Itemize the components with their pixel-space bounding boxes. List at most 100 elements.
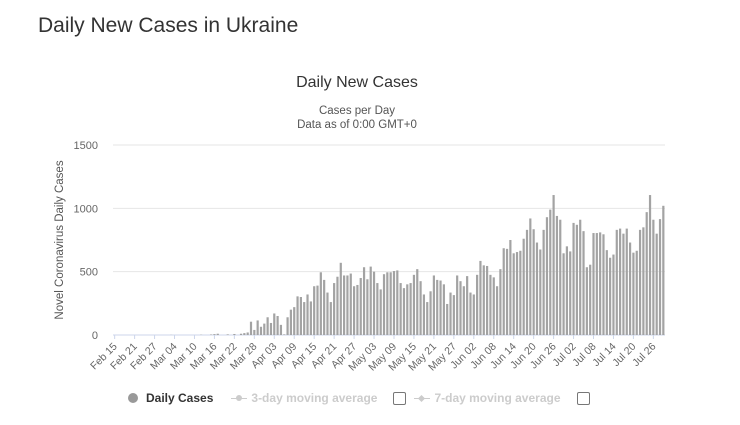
bar[interactable] bbox=[505, 248, 509, 335]
bar[interactable] bbox=[522, 238, 525, 335]
bar[interactable] bbox=[369, 266, 372, 335]
bar[interactable] bbox=[352, 286, 356, 335]
bar[interactable] bbox=[532, 229, 535, 335]
bar[interactable] bbox=[592, 233, 595, 335]
bar[interactable] bbox=[379, 289, 382, 335]
bar[interactable] bbox=[399, 283, 402, 335]
bar[interactable] bbox=[565, 246, 569, 335]
bar[interactable] bbox=[559, 219, 562, 335]
bar[interactable] bbox=[256, 320, 259, 335]
bar[interactable] bbox=[509, 240, 512, 335]
bar[interactable] bbox=[446, 303, 449, 335]
bar[interactable] bbox=[638, 229, 642, 335]
bar[interactable] bbox=[326, 292, 329, 335]
bar[interactable] bbox=[599, 232, 602, 335]
bar[interactable] bbox=[269, 322, 273, 335]
bar[interactable] bbox=[652, 219, 655, 335]
bar[interactable] bbox=[336, 276, 339, 335]
bar[interactable] bbox=[512, 253, 515, 335]
bar[interactable] bbox=[376, 283, 379, 335]
bar[interactable] bbox=[233, 333, 236, 335]
bar[interactable] bbox=[502, 248, 505, 335]
bar[interactable] bbox=[449, 292, 452, 335]
bar[interactable] bbox=[585, 267, 588, 335]
bar[interactable] bbox=[333, 283, 336, 335]
bar[interactable] bbox=[619, 228, 622, 335]
bar[interactable] bbox=[266, 317, 269, 335]
bar[interactable] bbox=[263, 323, 266, 335]
bar[interactable] bbox=[346, 275, 349, 335]
bar[interactable] bbox=[602, 234, 605, 335]
bar[interactable] bbox=[439, 280, 442, 335]
bar[interactable] bbox=[249, 321, 253, 335]
bar[interactable] bbox=[273, 313, 276, 335]
bar[interactable] bbox=[316, 285, 319, 335]
bar[interactable] bbox=[436, 279, 439, 335]
bar[interactable] bbox=[545, 217, 549, 335]
bar[interactable] bbox=[253, 329, 256, 335]
bar[interactable] bbox=[299, 297, 302, 335]
bar[interactable] bbox=[648, 195, 652, 335]
bar[interactable] bbox=[216, 333, 219, 335]
bar[interactable] bbox=[429, 291, 432, 335]
legend-item-7day-average[interactable]: 7-day moving average bbox=[414, 391, 561, 405]
bar[interactable] bbox=[366, 279, 369, 335]
bar[interactable] bbox=[549, 209, 552, 335]
legend-item-daily-cases[interactable]: Daily Cases bbox=[128, 391, 213, 405]
bar[interactable] bbox=[296, 296, 299, 335]
bar[interactable] bbox=[343, 275, 346, 335]
bar[interactable] bbox=[349, 273, 352, 335]
bar[interactable] bbox=[466, 276, 469, 335]
bar[interactable] bbox=[422, 294, 426, 335]
bar[interactable] bbox=[372, 271, 376, 335]
bar[interactable] bbox=[389, 272, 392, 335]
bar[interactable] bbox=[655, 233, 658, 335]
bar[interactable] bbox=[569, 251, 572, 335]
bar[interactable] bbox=[605, 250, 608, 335]
bar[interactable] bbox=[309, 301, 312, 335]
bar[interactable] bbox=[432, 275, 435, 335]
bar[interactable] bbox=[519, 250, 522, 335]
bar[interactable] bbox=[402, 288, 406, 335]
bar[interactable] bbox=[662, 205, 665, 335]
bar[interactable] bbox=[323, 279, 326, 335]
bar[interactable] bbox=[579, 219, 582, 335]
bar[interactable] bbox=[283, 334, 286, 335]
bar[interactable] bbox=[525, 229, 529, 335]
bar[interactable] bbox=[239, 333, 243, 335]
bar[interactable] bbox=[609, 257, 612, 335]
bar[interactable] bbox=[289, 309, 293, 335]
bar[interactable] bbox=[452, 295, 455, 335]
bar[interactable] bbox=[632, 252, 635, 335]
bar[interactable] bbox=[416, 269, 419, 335]
bar[interactable] bbox=[419, 281, 422, 335]
bar[interactable] bbox=[572, 222, 575, 335]
bar[interactable] bbox=[469, 292, 472, 335]
bar[interactable] bbox=[658, 219, 662, 335]
bar[interactable] bbox=[313, 286, 316, 335]
bar[interactable] bbox=[476, 274, 479, 335]
bar[interactable] bbox=[382, 274, 386, 335]
bar[interactable] bbox=[306, 294, 309, 335]
bar[interactable] bbox=[396, 270, 399, 335]
bar[interactable] bbox=[386, 272, 389, 335]
bar[interactable] bbox=[226, 334, 229, 335]
bar[interactable] bbox=[495, 286, 499, 335]
bar[interactable] bbox=[622, 233, 625, 335]
bar[interactable] bbox=[246, 332, 249, 335]
bar[interactable] bbox=[642, 227, 645, 335]
bar[interactable] bbox=[362, 267, 366, 335]
bar[interactable] bbox=[259, 326, 263, 335]
bar[interactable] bbox=[552, 195, 555, 335]
bar[interactable] bbox=[515, 252, 519, 335]
bar[interactable] bbox=[339, 262, 342, 335]
bar[interactable] bbox=[499, 269, 502, 335]
bar[interactable] bbox=[442, 284, 445, 335]
bar[interactable] bbox=[359, 278, 362, 335]
bar[interactable] bbox=[625, 228, 628, 335]
bar[interactable] bbox=[628, 242, 632, 335]
checkbox-3day-average[interactable] bbox=[393, 391, 407, 405]
bar[interactable] bbox=[645, 212, 648, 335]
bar[interactable] bbox=[209, 334, 213, 335]
bar[interactable] bbox=[555, 215, 559, 335]
